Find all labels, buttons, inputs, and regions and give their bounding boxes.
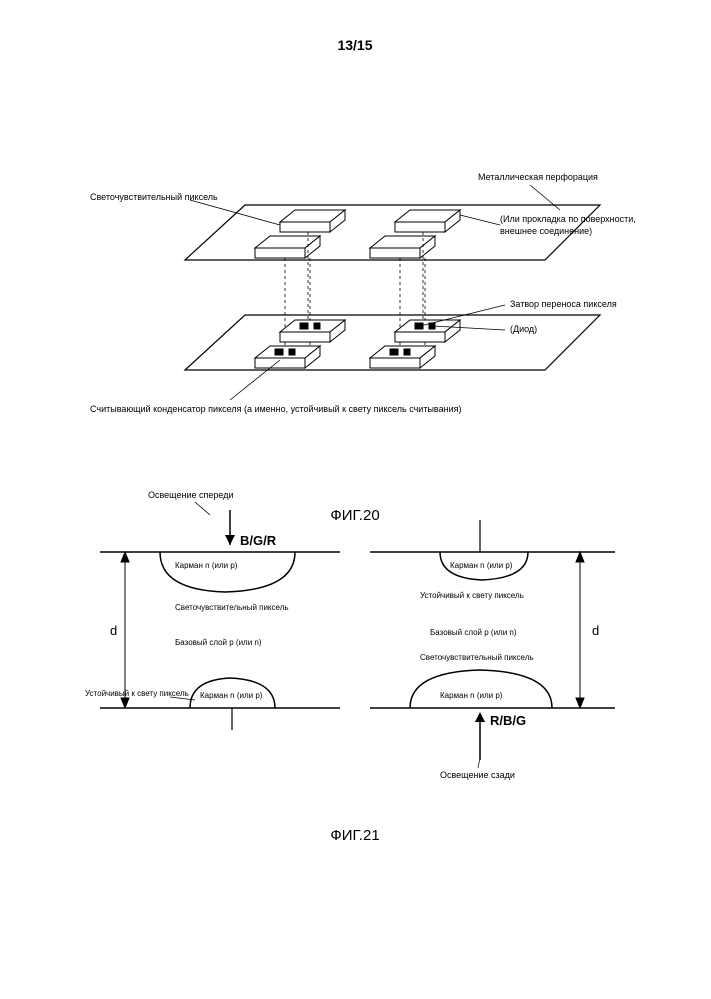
left-pocket-bot: Карман n (или p) — [200, 691, 263, 700]
front-light-leader — [195, 502, 210, 515]
right-rbg: R/B/G — [490, 713, 526, 728]
label-diode: (Диод) — [510, 324, 537, 334]
left-base-layer: Базовый слой p (или n) — [175, 638, 262, 647]
right-pocket-bot: Карман n (или p) — [440, 691, 503, 700]
fig21: Освещение спереди B/G/R Карман n (или p)… — [85, 490, 615, 844]
left-light-robust: Устойчивый к свету пиксель — [85, 689, 189, 698]
left-d-label: d — [110, 623, 117, 638]
fig20-caption: ФИГ.20 — [330, 507, 379, 524]
label-pad-note-l2: внешнее соединение) — [500, 226, 592, 236]
fig20: Металлическая перфорация Светочувствител… — [90, 172, 636, 524]
label-readout-cap: Считывающий конденсатор пикселя (а именн… — [90, 404, 461, 414]
left-d-dimension — [118, 552, 132, 708]
fig21-left: B/G/R Карман n (или p) Светочувствительн… — [85, 510, 340, 730]
label-front-light: Освещение спереди — [148, 490, 233, 500]
fig21-right: Карман n (или p) Устойчивый к свету пикс… — [370, 520, 615, 780]
left-pocket-top: Карман n (или p) — [175, 561, 238, 570]
right-d-label: d — [592, 623, 599, 638]
left-bgr: B/G/R — [240, 533, 277, 548]
label-back-light: Освещение сзади — [440, 770, 515, 780]
back-light-leader — [478, 758, 480, 768]
right-d-dimension — [573, 552, 587, 708]
page-number: 13/15 — [337, 37, 372, 53]
right-base-layer: Базовый слой p (или n) — [430, 628, 517, 637]
fig21-caption: ФИГ.21 — [330, 827, 379, 844]
label-metallic-perforation: Металлическая перфорация — [478, 172, 598, 182]
label-photosensitive-pixel: Светочувствительный пиксель — [90, 192, 218, 202]
figure-page: 13/15 — [0, 0, 711, 999]
label-pad-note-l1: (Или прокладка по поверхности, — [500, 214, 636, 224]
right-pocket-top: Карман n (или p) — [450, 561, 513, 570]
right-light-robust: Устойчивый к свету пиксель — [420, 591, 524, 600]
right-photosensitive: Светочувствительный пиксель — [420, 653, 534, 662]
label-transfer-gate: Затвор переноса пикселя — [510, 299, 617, 309]
left-photosensitive: Светочувствительный пиксель — [175, 603, 289, 612]
